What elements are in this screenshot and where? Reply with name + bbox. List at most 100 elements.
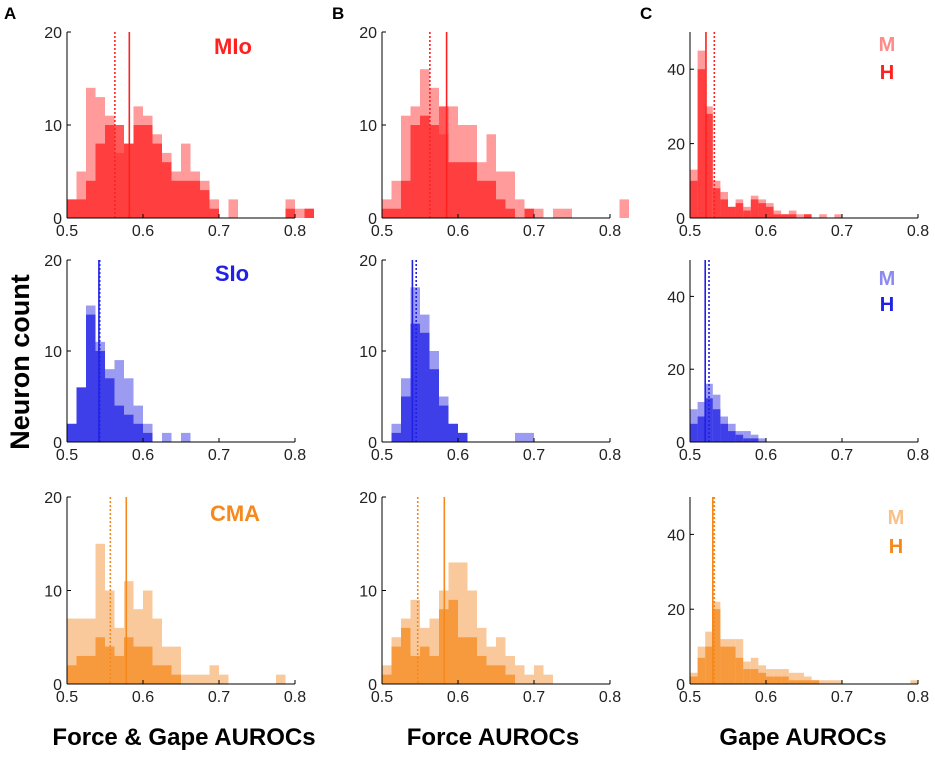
bar-h [152,665,162,684]
bar-m [67,618,77,684]
bar-h [190,180,200,218]
bar-h [720,646,728,684]
x-tick-label: 0.8 [907,689,929,706]
bar-h [735,434,744,442]
x-tick-label: 0.8 [284,223,306,240]
histogram-c-cma: 0 20 40 0.5 0.6 0.7 0.8 [667,497,929,706]
bar-m [295,208,305,218]
bar-h [95,637,105,684]
legend-m-sio: M [879,268,896,290]
bar-m [743,431,751,442]
bar-m [458,562,468,684]
bar-m [86,618,96,684]
bar-h [720,423,728,442]
bar-h [67,199,77,218]
y-tick-label: 0 [368,677,377,694]
x-tick-label: 0.5 [56,447,78,464]
bar-h [133,646,143,684]
x-tick-label: 0.5 [679,223,701,240]
y-tick-label: 0 [676,435,685,452]
y-tick-label: 20 [359,490,377,507]
histogram-a-cma: 0 10 20 0.5 0.6 0.7 0.8 [44,490,306,706]
x-axis-label-col-b: Force AUROCs [407,724,579,751]
bar-h [743,438,751,442]
bar-m [114,360,124,442]
bar-h [114,125,124,218]
y-tick-label: 20 [667,137,685,154]
bar-h [86,180,96,218]
bar-h [750,438,759,442]
bar-m [200,674,210,684]
bar-h [788,680,797,684]
x-axis-label-col-a: Force & Gape AUROCs [52,724,315,751]
bar-h [766,676,774,684]
x-tick-label: 0.5 [679,447,701,464]
bar-m [826,680,835,684]
x-tick-label: 0.5 [56,689,78,706]
bar-m [219,674,229,684]
bar-h [429,369,439,442]
bar-h [448,599,458,684]
bar-m [524,674,534,684]
bar-m [524,432,534,442]
y-tick-label: 0 [53,211,62,228]
bar-m [534,665,544,684]
bar-m [124,378,134,442]
bar-m [788,672,797,684]
x-tick-label: 0.6 [447,689,469,706]
bar-m [543,674,553,684]
x-tick-label: 0.7 [208,689,230,706]
bar-m [496,171,506,218]
bar-h [705,113,713,218]
bar-m [553,208,563,218]
x-tick-label: 0.7 [523,223,545,240]
x-tick-label: 0.5 [56,223,78,240]
y-tick-label: 0 [368,435,377,452]
bar-h [76,199,86,218]
x-tick-label: 0.5 [371,447,393,464]
bar-h [410,655,420,684]
bar-h [133,125,143,218]
bar-m [534,208,544,218]
y-tick-label: 40 [667,62,685,79]
y-tick-label: 20 [359,253,377,270]
bar-m [76,618,86,684]
bar-h [486,665,496,684]
y-tick-label: 0 [53,677,62,694]
bar-m [228,199,238,218]
bar-h [114,655,124,684]
bar-h [162,162,172,218]
y-tick-label: 10 [44,118,62,135]
y-tick-label: 20 [44,25,62,42]
x-tick-label: 0.7 [208,447,230,464]
bar-h [171,674,181,684]
bar-h [773,214,782,218]
x-tick-label: 0.8 [907,447,929,464]
bar-m [834,214,842,218]
bar-h [728,646,736,684]
bar-h [705,646,713,684]
y-tick-label: 10 [44,344,62,361]
bar-h [524,208,534,218]
bar-h [773,676,782,684]
x-tick-label: 0.5 [371,223,393,240]
bar-h [712,609,721,684]
y-tick-label: 20 [667,362,685,379]
x-tick-label: 0.6 [132,689,154,706]
bar-h [162,665,172,684]
y-tick-label: 0 [368,211,377,228]
bar-h [105,378,115,442]
x-tick-label: 0.7 [831,223,853,240]
x-tick-label: 0.8 [599,223,621,240]
histogram-b-cma: 0 10 20 0.5 0.6 0.7 0.8 [359,490,621,706]
bar-h [804,214,812,218]
x-tick-label: 0.7 [523,447,545,464]
bar-h [804,680,812,684]
bar-h [76,387,86,442]
bar-h [67,665,77,684]
bar-h [690,423,698,442]
y-tick-label: 10 [359,584,377,601]
bar-h [486,180,496,218]
legend-m-cma: M [888,507,905,529]
